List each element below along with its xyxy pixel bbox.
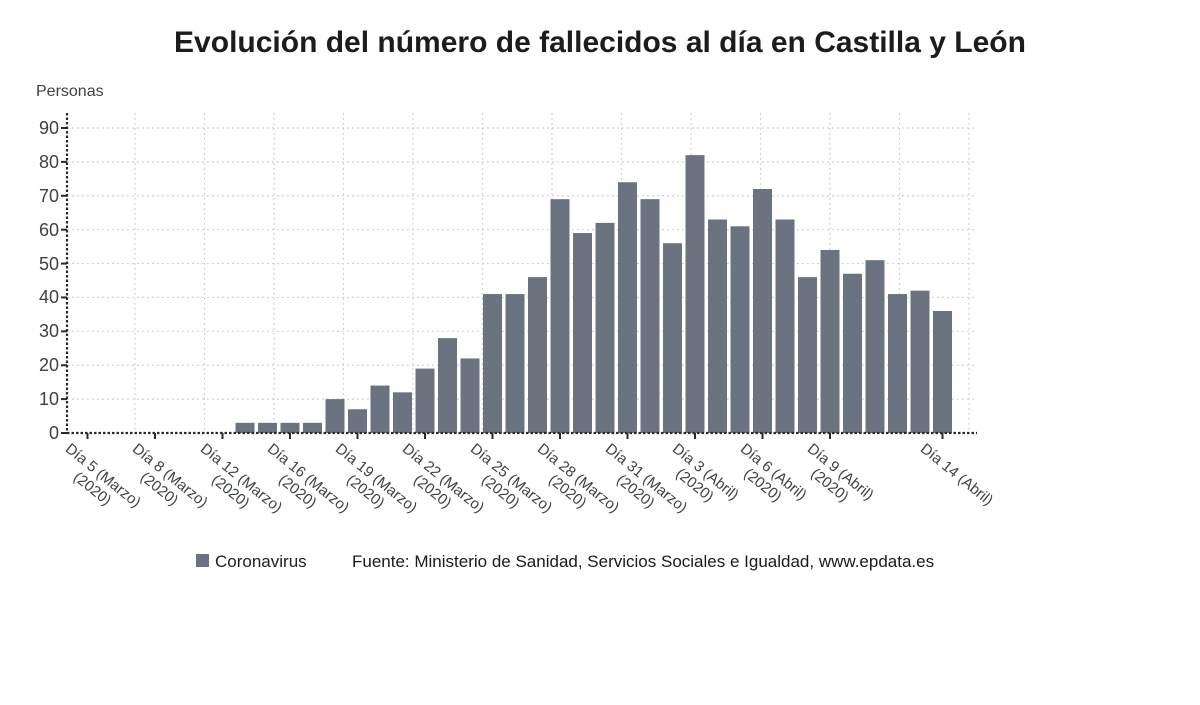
bar (640, 199, 660, 433)
bar (505, 294, 525, 433)
bar (888, 294, 907, 433)
bar (753, 189, 772, 433)
y-tick-label: 40 (38, 287, 59, 308)
bar (235, 422, 255, 433)
y-axis-unit-label: Personas (36, 83, 104, 100)
bar (280, 422, 300, 433)
bar (595, 222, 615, 433)
bar (775, 219, 795, 433)
bar (910, 290, 930, 433)
bar (708, 219, 727, 433)
legend-marker-icon (196, 554, 209, 567)
y-tick-label: 80 (38, 151, 59, 172)
bar (843, 273, 862, 433)
bar (618, 182, 637, 433)
bar (348, 409, 367, 433)
bar (460, 358, 480, 433)
bar (865, 260, 885, 433)
bar (933, 311, 952, 433)
y-tick-label: 50 (38, 253, 59, 274)
bar (393, 392, 412, 433)
chart-title: Evolución del número de fallecidos al dí… (174, 26, 1026, 59)
bar (258, 422, 277, 433)
bar (798, 277, 817, 433)
bar (483, 294, 502, 433)
bar (528, 277, 547, 433)
y-tick-label: 30 (38, 321, 59, 342)
bar (303, 422, 322, 433)
legend-label: Coronavirus (215, 552, 307, 571)
bar (370, 385, 390, 433)
y-tick-label: 0 (48, 423, 59, 443)
y-tick-label: 60 (38, 219, 59, 240)
bar (550, 199, 570, 433)
bar (438, 338, 457, 433)
bar (820, 250, 840, 433)
bar (573, 233, 592, 433)
bar (325, 399, 345, 433)
bar (415, 368, 435, 433)
bar (663, 243, 682, 433)
y-tick-label: 90 (38, 118, 59, 138)
source-text: Fuente: Ministerio de Sanidad, Servicios… (352, 552, 935, 571)
y-tick-label: 20 (38, 355, 59, 376)
y-tick-label: 70 (38, 185, 59, 206)
bar (730, 226, 750, 433)
bar (685, 155, 705, 433)
y-tick-label: 10 (38, 389, 59, 410)
